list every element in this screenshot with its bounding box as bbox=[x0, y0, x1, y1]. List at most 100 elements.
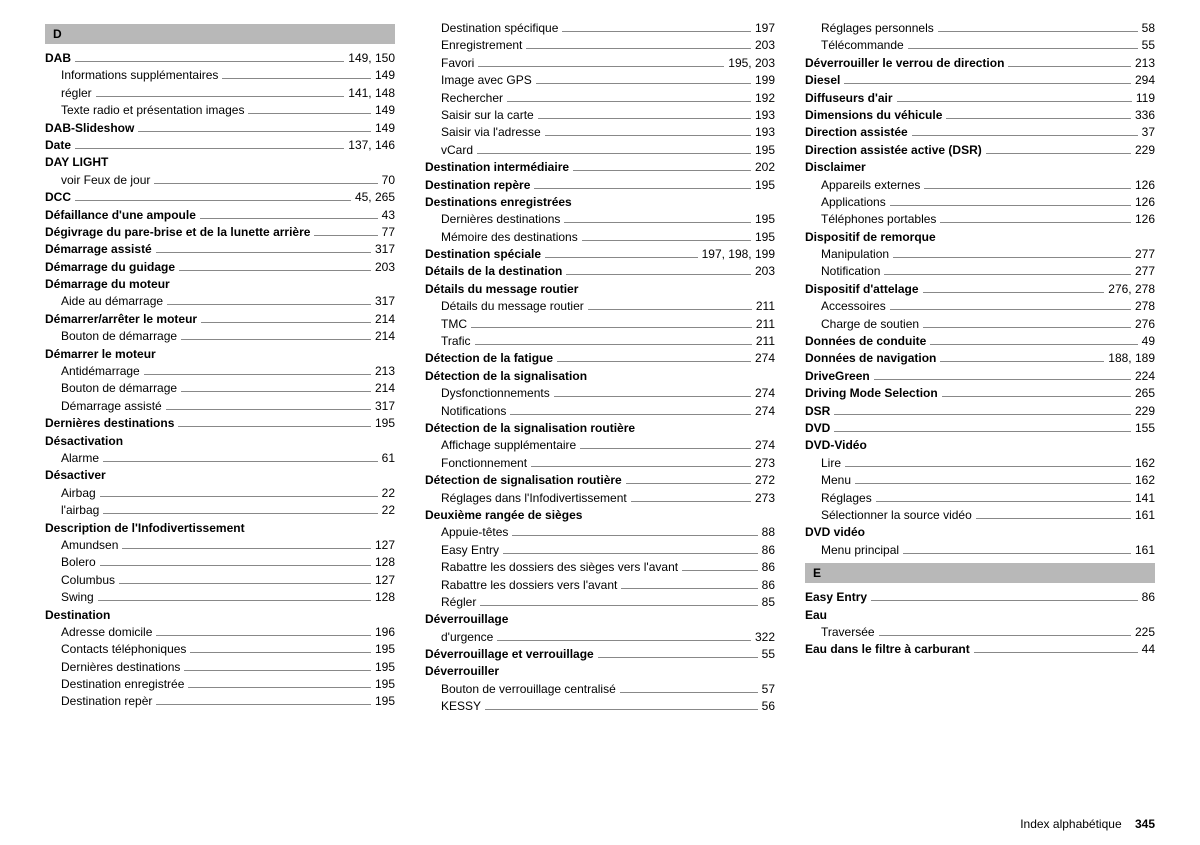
index-entry: DAB149, 150 bbox=[45, 50, 395, 67]
leader-line bbox=[122, 548, 371, 549]
leader-line bbox=[890, 309, 1131, 310]
index-entry: Easy Entry86 bbox=[425, 542, 775, 559]
entry-label: Swing bbox=[61, 589, 94, 606]
leader-line bbox=[923, 327, 1131, 328]
entry-label: Déverrouillage bbox=[425, 611, 508, 628]
entry-page: 126 bbox=[1135, 211, 1155, 228]
index-entry: Détails du message routier bbox=[425, 281, 775, 298]
leader-line bbox=[912, 135, 1138, 136]
index-entry: Dégivrage du pare-brise et de la lunette… bbox=[45, 224, 395, 241]
leader-line bbox=[538, 118, 751, 119]
entry-page: 137, 146 bbox=[348, 137, 395, 154]
index-entry: Déverrouillage et verrouillage55 bbox=[425, 646, 775, 663]
index-entry: DVD-Vidéo bbox=[805, 437, 1155, 454]
entry-page: 195 bbox=[755, 229, 775, 246]
index-entry: Enregistrement203 bbox=[425, 37, 775, 54]
leader-line bbox=[974, 652, 1138, 653]
entry-label: Dimensions du véhicule bbox=[805, 107, 942, 124]
footer-label: Index alphabétique bbox=[1020, 817, 1121, 831]
entry-label: Mémoire des destinations bbox=[441, 229, 578, 246]
leader-line bbox=[119, 583, 371, 584]
index-entry: Bolero128 bbox=[45, 554, 395, 571]
index-entry: Détection de la fatigue 274 bbox=[425, 350, 775, 367]
entry-label: Notification bbox=[821, 263, 880, 280]
entry-page: 274 bbox=[755, 437, 775, 454]
entry-label: Accessoires bbox=[821, 298, 886, 315]
entry-label: Destination enregistrée bbox=[61, 676, 184, 693]
entry-page: 128 bbox=[375, 554, 395, 571]
entry-label: Désactivation bbox=[45, 433, 123, 450]
index-entry: Saisir via l'adresse193 bbox=[425, 124, 775, 141]
entry-label: Traversée bbox=[821, 624, 875, 641]
entry-page: 276 bbox=[1135, 316, 1155, 333]
leader-line bbox=[545, 257, 698, 258]
entry-label: Démarrage assisté bbox=[61, 398, 162, 415]
entry-page: 199 bbox=[755, 72, 775, 89]
index-entry: Direction assistée37 bbox=[805, 124, 1155, 141]
leader-line bbox=[554, 396, 751, 397]
entry-page: 141 bbox=[1135, 490, 1155, 507]
entry-page: 193 bbox=[755, 107, 775, 124]
index-entry: Régler85 bbox=[425, 594, 775, 611]
index-entry: Démarrage assisté317 bbox=[45, 398, 395, 415]
leader-line bbox=[200, 218, 378, 219]
index-entry: DVD155 bbox=[805, 420, 1155, 437]
leader-line bbox=[874, 379, 1131, 380]
leader-line bbox=[471, 327, 752, 328]
entry-page: 192 bbox=[755, 90, 775, 107]
index-entry: Affichage supplémentaire274 bbox=[425, 437, 775, 454]
index-entry: Démarrage du moteur bbox=[45, 276, 395, 293]
leader-line bbox=[103, 513, 377, 514]
index-entry: TMC211 bbox=[425, 316, 775, 333]
index-entry: Driving Mode Selection265 bbox=[805, 385, 1155, 402]
entry-label: DVD-Vidéo bbox=[805, 437, 867, 454]
index-entry: Columbus127 bbox=[45, 572, 395, 589]
leader-line bbox=[897, 101, 1132, 102]
entry-page: 211 bbox=[756, 298, 775, 315]
index-entry: Contacts téléphoniques195 bbox=[45, 641, 395, 658]
entry-label: Destination repèr bbox=[61, 693, 152, 710]
entry-label: Détection de la fatigue bbox=[425, 350, 553, 367]
index-entry: Notifications274 bbox=[425, 403, 775, 420]
index-entry: Rabattre les dossiers des sièges vers l'… bbox=[425, 559, 775, 576]
index-entry: Réglages141 bbox=[805, 490, 1155, 507]
index-entry: Applications126 bbox=[805, 194, 1155, 211]
entry-label: Bouton de verrouillage centralisé bbox=[441, 681, 616, 698]
index-entry: DVD vidéo bbox=[805, 524, 1155, 541]
entry-page: 195 bbox=[375, 659, 395, 676]
entry-page: 229 bbox=[1135, 142, 1155, 159]
index-entry: Favori195, 203 bbox=[425, 55, 775, 72]
entry-label: Détection de signalisation routière bbox=[425, 472, 622, 489]
leader-line bbox=[188, 687, 371, 688]
leader-line bbox=[144, 374, 371, 375]
index-entry: Détection de signalisation routière272 bbox=[425, 472, 775, 489]
leader-line bbox=[75, 200, 351, 201]
leader-line bbox=[580, 448, 751, 449]
entry-label: Amundsen bbox=[61, 537, 118, 554]
leader-line bbox=[903, 553, 1131, 554]
index-entry: Déverrouiller bbox=[425, 663, 775, 680]
index-entry: DriveGreen224 bbox=[805, 368, 1155, 385]
index-entry: Destination repère195 bbox=[425, 177, 775, 194]
entry-label: Eau dans le filtre à carburant bbox=[805, 641, 970, 658]
entry-label: DAB-Slideshow bbox=[45, 120, 134, 137]
entry-label: Fonctionnement bbox=[441, 455, 527, 472]
entry-label: Diffuseurs d'air bbox=[805, 90, 893, 107]
leader-line bbox=[314, 235, 377, 236]
leader-line bbox=[179, 270, 371, 271]
entry-label: Désactiver bbox=[45, 467, 106, 484]
entry-page: 274 bbox=[755, 350, 775, 367]
entry-page: 322 bbox=[755, 629, 775, 646]
entry-label: Rabattre les dossiers vers l'avant bbox=[441, 577, 617, 594]
entry-label: DVD vidéo bbox=[805, 524, 865, 541]
leader-line bbox=[845, 466, 1131, 467]
index-entry: Fonctionnement273 bbox=[425, 455, 775, 472]
index-entry: Alarme61 bbox=[45, 450, 395, 467]
entry-label: Driving Mode Selection bbox=[805, 385, 938, 402]
index-entry: Menu162 bbox=[805, 472, 1155, 489]
leader-line bbox=[621, 588, 757, 589]
entry-label: Destination spéciale bbox=[425, 246, 541, 263]
entry-label: Saisir via l'adresse bbox=[441, 124, 541, 141]
leader-line bbox=[75, 61, 344, 62]
index-entry: Destination spécifique197 bbox=[425, 20, 775, 37]
